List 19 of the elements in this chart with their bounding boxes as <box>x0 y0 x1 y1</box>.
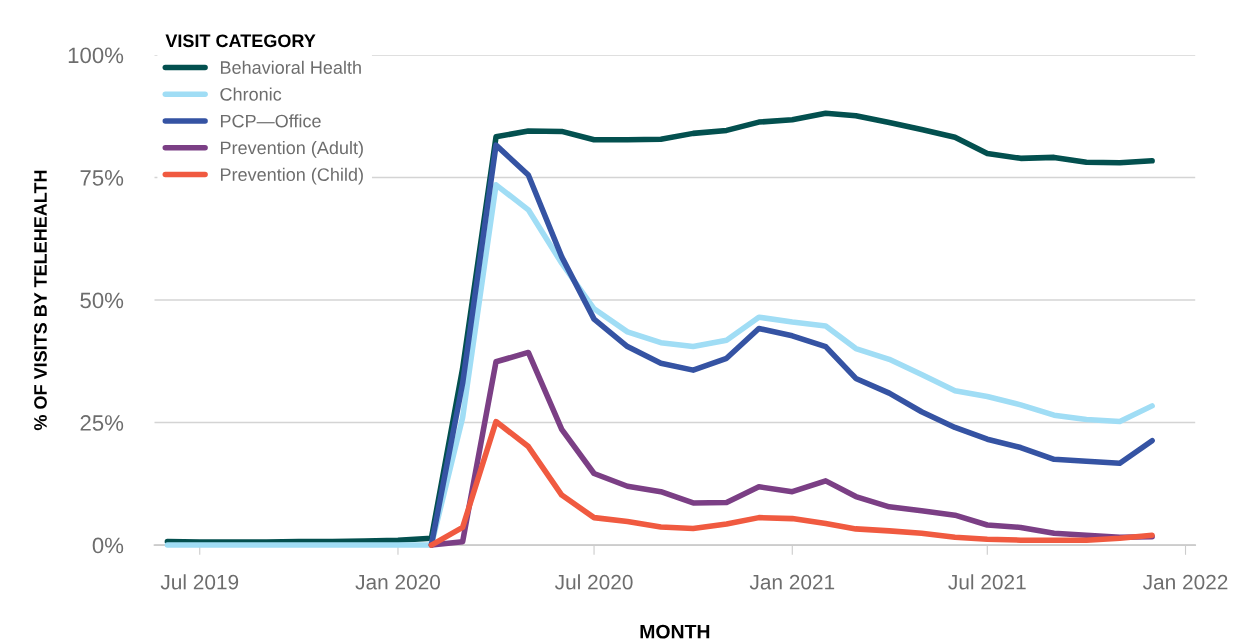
y-tick-label: 0% <box>92 537 124 554</box>
x-tick-label: Jan 2020 <box>355 574 441 590</box>
x-axis-title: MONTH <box>640 624 710 639</box>
y-axis-title: % OF VISITS BY TELEHEALTH <box>34 170 47 431</box>
y-tick-label: 50% <box>80 292 124 309</box>
legend-label: Prevention (Adult) <box>220 140 363 158</box>
legend-label: PCP—Office <box>220 114 321 128</box>
x-tick-label: Jul 2019 <box>160 574 239 590</box>
x-tick-label: Jan 2022 <box>1142 574 1228 590</box>
legend-label: Prevention (Child) <box>220 167 363 185</box>
x-tick-label: Jul 2021 <box>948 574 1026 590</box>
x-tick-label: Jan 2021 <box>749 574 835 590</box>
legend-label: Chronic <box>220 87 282 101</box>
y-tick-label: 100% <box>68 47 124 64</box>
x-tick-label: Jul 2020 <box>555 574 633 590</box>
y-tick-label: 25% <box>80 415 124 431</box>
legend-title: VISIT CATEGORY <box>165 34 316 48</box>
y-tick-label: 75% <box>80 170 124 186</box>
legend-label: Behavioral Health <box>220 60 361 74</box>
